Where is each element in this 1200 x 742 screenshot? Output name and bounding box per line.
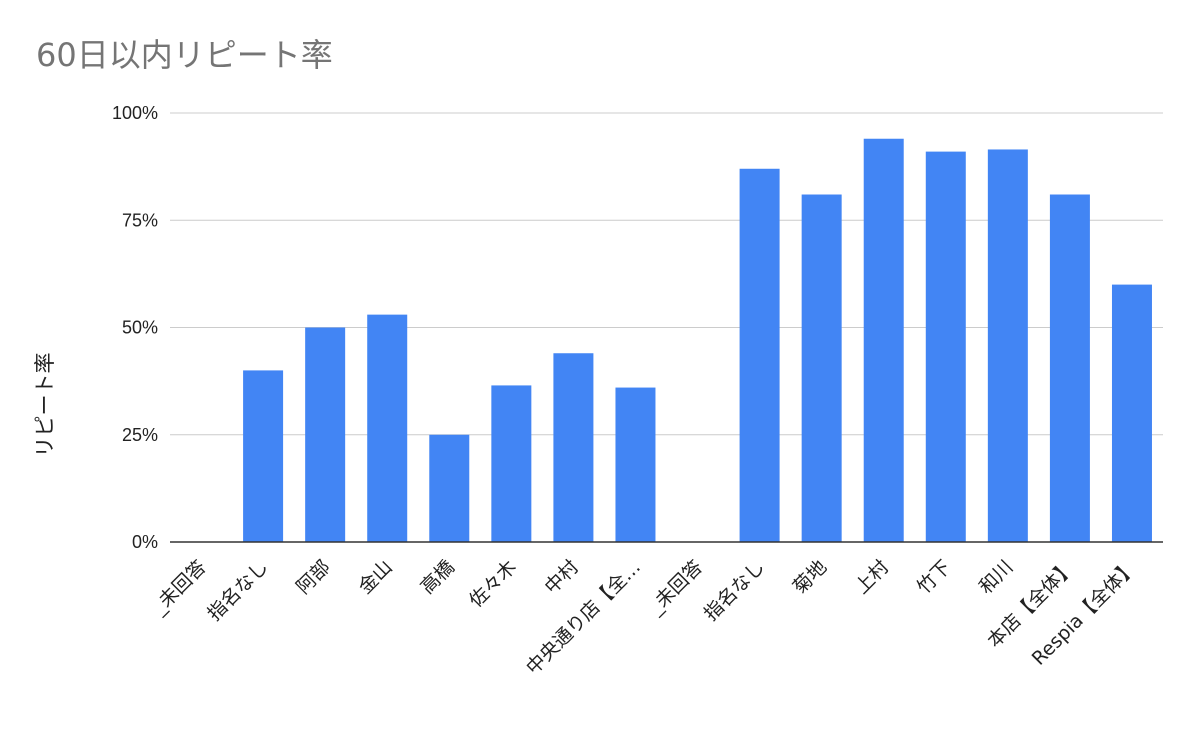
bar — [739, 168, 780, 542]
bar — [491, 385, 532, 542]
bar — [367, 314, 408, 542]
bar — [553, 353, 594, 542]
x-tick-label: 竹下 — [913, 556, 955, 598]
bar — [615, 387, 656, 542]
x-tick-label: 阿部 — [292, 556, 334, 598]
x-tick-label: 菊地 — [789, 556, 831, 598]
y-tick-label: 25% — [122, 425, 158, 445]
x-tick-label: 上村 — [851, 556, 893, 598]
bars — [243, 138, 1152, 543]
y-axis-ticks: 0% 25% 50% 75% 100% — [112, 103, 158, 552]
bar — [987, 149, 1028, 542]
bar — [1111, 284, 1152, 542]
bar — [863, 138, 904, 543]
y-axis-title: リピート率 — [33, 353, 57, 458]
chart-title: 60日以内リピート率 — [36, 36, 333, 74]
x-tick-label: 中央通り店【全… — [522, 556, 645, 679]
y-tick-label: 75% — [122, 210, 158, 230]
x-tick-label: _未回答 — [644, 556, 707, 619]
y-tick-label: 50% — [122, 318, 158, 338]
x-tick-label: 金山 — [354, 556, 396, 598]
bar — [801, 194, 842, 542]
x-tick-label: 高橋 — [416, 556, 458, 598]
bar — [305, 327, 346, 542]
y-tick-label: 100% — [112, 103, 158, 123]
bar — [1049, 194, 1090, 542]
x-axis-labels: _未回答指名なし 阿部 金山 高橋 佐々木 中村中央通り店【全… _未回答指名なし 菊地 上村竹… — [147, 556, 1141, 679]
bar — [925, 151, 966, 543]
x-tick-label: 中村 — [541, 556, 583, 598]
bar — [243, 370, 284, 542]
x-tick-label: 佐々木 — [465, 556, 521, 612]
bar — [429, 434, 470, 542]
x-tick-label: 和川 — [975, 556, 1017, 598]
x-tick-label: 指名なし — [700, 556, 769, 625]
x-tick-label: _未回答 — [147, 556, 210, 619]
x-tick-label: Respia【全体】 — [1028, 556, 1142, 670]
x-tick-label: 指名なし — [203, 556, 272, 625]
y-tick-label: 0% — [132, 532, 158, 552]
